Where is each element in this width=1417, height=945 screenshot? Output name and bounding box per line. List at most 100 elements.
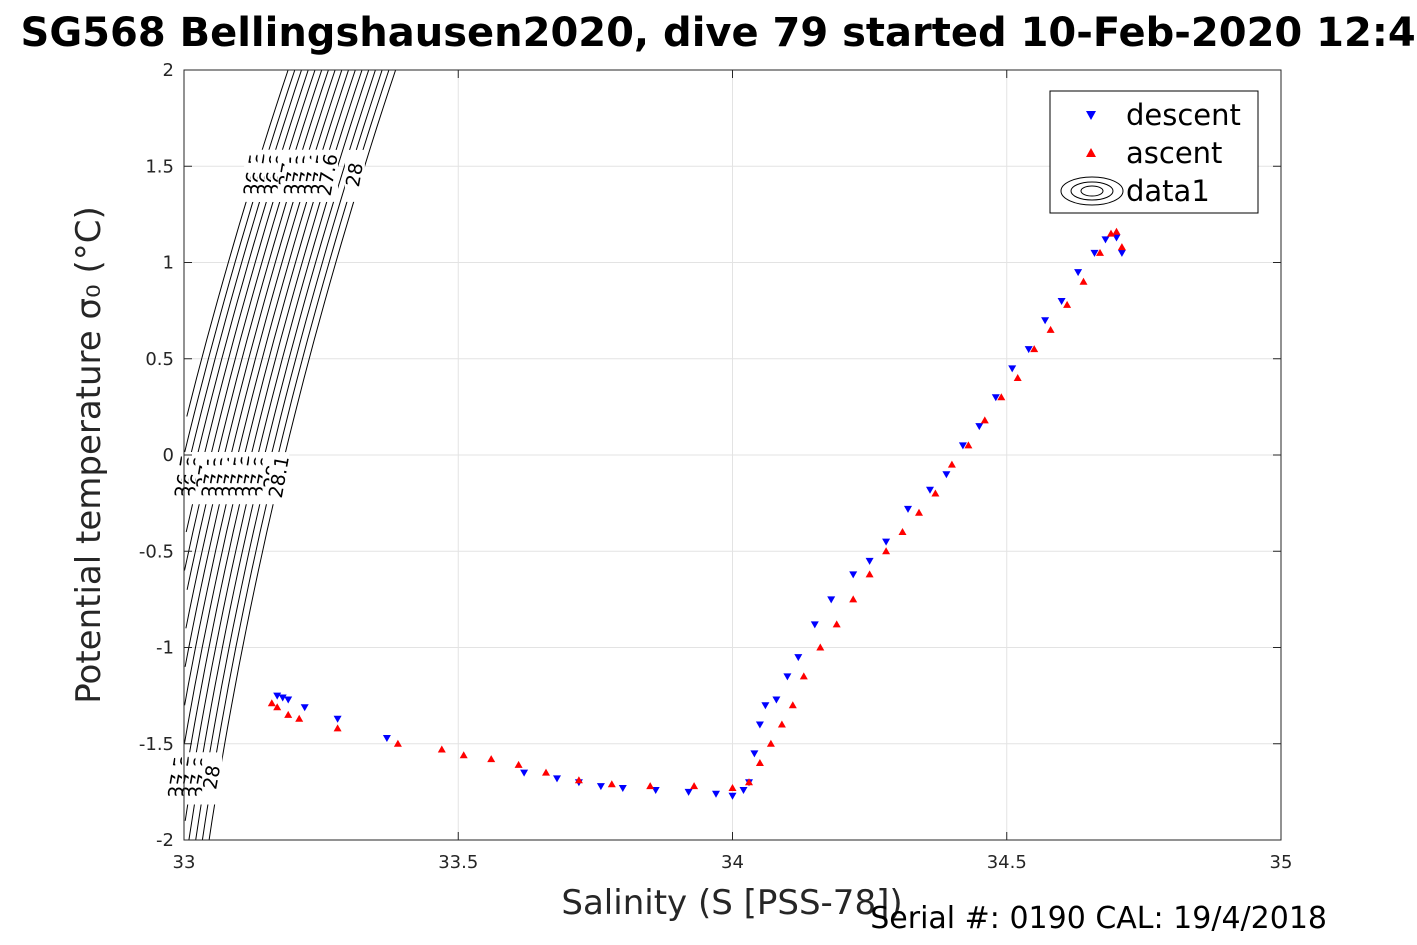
ascent-point	[1046, 325, 1055, 333]
legend-ascent-label: ascent	[1126, 136, 1222, 170]
data-points	[267, 227, 1126, 800]
descent-point	[553, 775, 561, 783]
contour-label-bottom: 28	[199, 764, 225, 792]
ascent-point	[690, 782, 699, 790]
descent-point	[958, 442, 967, 450]
y-tick-label: 2	[163, 60, 174, 81]
ascent-point	[980, 416, 989, 424]
legend-descent-label: descent	[1126, 98, 1241, 132]
legend: descent ascent data1	[1049, 90, 1259, 214]
descent-point	[1101, 236, 1110, 244]
legend-ascent-marker	[1086, 148, 1096, 157]
contour-label-top-bg	[318, 149, 339, 202]
ascent-point	[284, 710, 293, 718]
ascent-point	[1096, 248, 1104, 256]
ascent-point	[646, 782, 655, 790]
ascent-point	[1107, 229, 1115, 237]
ascent-point	[849, 595, 858, 603]
x-tick-label: 35	[1270, 852, 1293, 873]
descent-point	[772, 696, 781, 704]
x-tick-label: 33	[173, 852, 196, 873]
ascent-point	[1112, 227, 1121, 235]
descent-point	[1074, 269, 1083, 277]
ascent-point	[997, 393, 1006, 401]
descent-point	[865, 557, 874, 565]
descent-point	[618, 785, 627, 792]
contour-label-top: 28	[342, 161, 368, 189]
isopycnal-line	[187, 69, 309, 494]
serial-cal-note: Serial #: 0190 CAL: 19/4/2018	[870, 901, 1327, 936]
ascent-point	[728, 784, 737, 791]
ascent-point	[882, 547, 891, 555]
descent-point	[284, 696, 293, 704]
descent-point	[596, 783, 605, 791]
descent-point	[1057, 298, 1066, 305]
descent-point	[810, 621, 819, 629]
legend-contour-icon	[1060, 176, 1124, 206]
ascent-point	[931, 489, 940, 497]
descent-point	[273, 692, 282, 700]
x-axis-label: Salinity (S [PSS-78])	[561, 883, 902, 923]
ascent-point	[333, 724, 342, 732]
axis-ticks: 33 33.5 34 34.5 35 -2 -1.5 -1 -0.5 0 0.5 1 1.5 2	[139, 60, 1293, 873]
ascent-point	[607, 780, 616, 788]
ascent-point	[1117, 243, 1126, 251]
ascent-point	[459, 751, 468, 759]
ascent-point	[816, 643, 825, 651]
ascent-point	[1030, 345, 1039, 353]
ascent-point	[788, 701, 797, 709]
y-tick-label: 1	[163, 253, 174, 274]
descent-point	[755, 721, 764, 729]
ascent-point	[915, 508, 923, 516]
ascent-point	[1063, 300, 1072, 308]
ascent-point	[437, 745, 446, 753]
contour-label-mid-bg	[269, 452, 290, 505]
chart-title: SG568 Bellingshausen2020, dive 79 starte…	[21, 10, 1417, 56]
contour-label-top-bg	[344, 149, 365, 202]
descent-point	[882, 538, 891, 546]
descent-point	[849, 571, 858, 579]
descent-point	[1117, 249, 1126, 257]
ascent-point	[865, 570, 874, 578]
density-contour-labels: 26.526.626.726.826.92727.127.227.327.427…	[164, 149, 368, 805]
descent-point	[382, 735, 391, 742]
descent-point	[991, 394, 1000, 402]
y-tick-label: 0.5	[145, 349, 174, 370]
descent-point	[783, 673, 792, 681]
descent-point	[1008, 365, 1017, 373]
ascent-point	[947, 460, 956, 468]
descent-point	[520, 769, 529, 777]
descent-point	[904, 505, 912, 513]
descent-point	[739, 787, 748, 794]
ascent-point	[273, 703, 282, 711]
ascent-point	[267, 699, 276, 707]
descent-point	[794, 654, 803, 662]
y-tick-label: -0.5	[139, 541, 174, 562]
x-tick-label: 34	[721, 852, 744, 873]
ascent-point	[766, 739, 775, 747]
series-descent	[273, 234, 1126, 800]
ascent-point	[1013, 374, 1022, 381]
descent-point	[333, 715, 342, 723]
ascent-point	[832, 620, 841, 628]
ascent-point	[755, 759, 764, 766]
descent-point	[975, 423, 984, 431]
y-tick-label: 0	[163, 445, 174, 466]
ascent-point	[799, 672, 808, 680]
ascent-point	[542, 768, 550, 776]
ascent-point	[964, 441, 973, 449]
isopycnal-line	[183, 69, 296, 456]
ascent-point	[1079, 277, 1088, 285]
y-tick-label: -1	[156, 638, 174, 659]
descent-point	[761, 702, 770, 710]
ascent-point	[487, 755, 496, 763]
x-tick-label: 34.5	[987, 852, 1027, 873]
isopycnal-line	[186, 69, 289, 417]
descent-point	[1041, 317, 1050, 325]
legend-box	[1049, 90, 1259, 214]
descent-point	[684, 788, 693, 796]
ascent-point	[574, 776, 583, 784]
series-ascent	[267, 227, 1126, 791]
descent-point	[712, 790, 720, 798]
y-axis-label: Potential temperature σ₀ (°C)	[69, 206, 109, 704]
